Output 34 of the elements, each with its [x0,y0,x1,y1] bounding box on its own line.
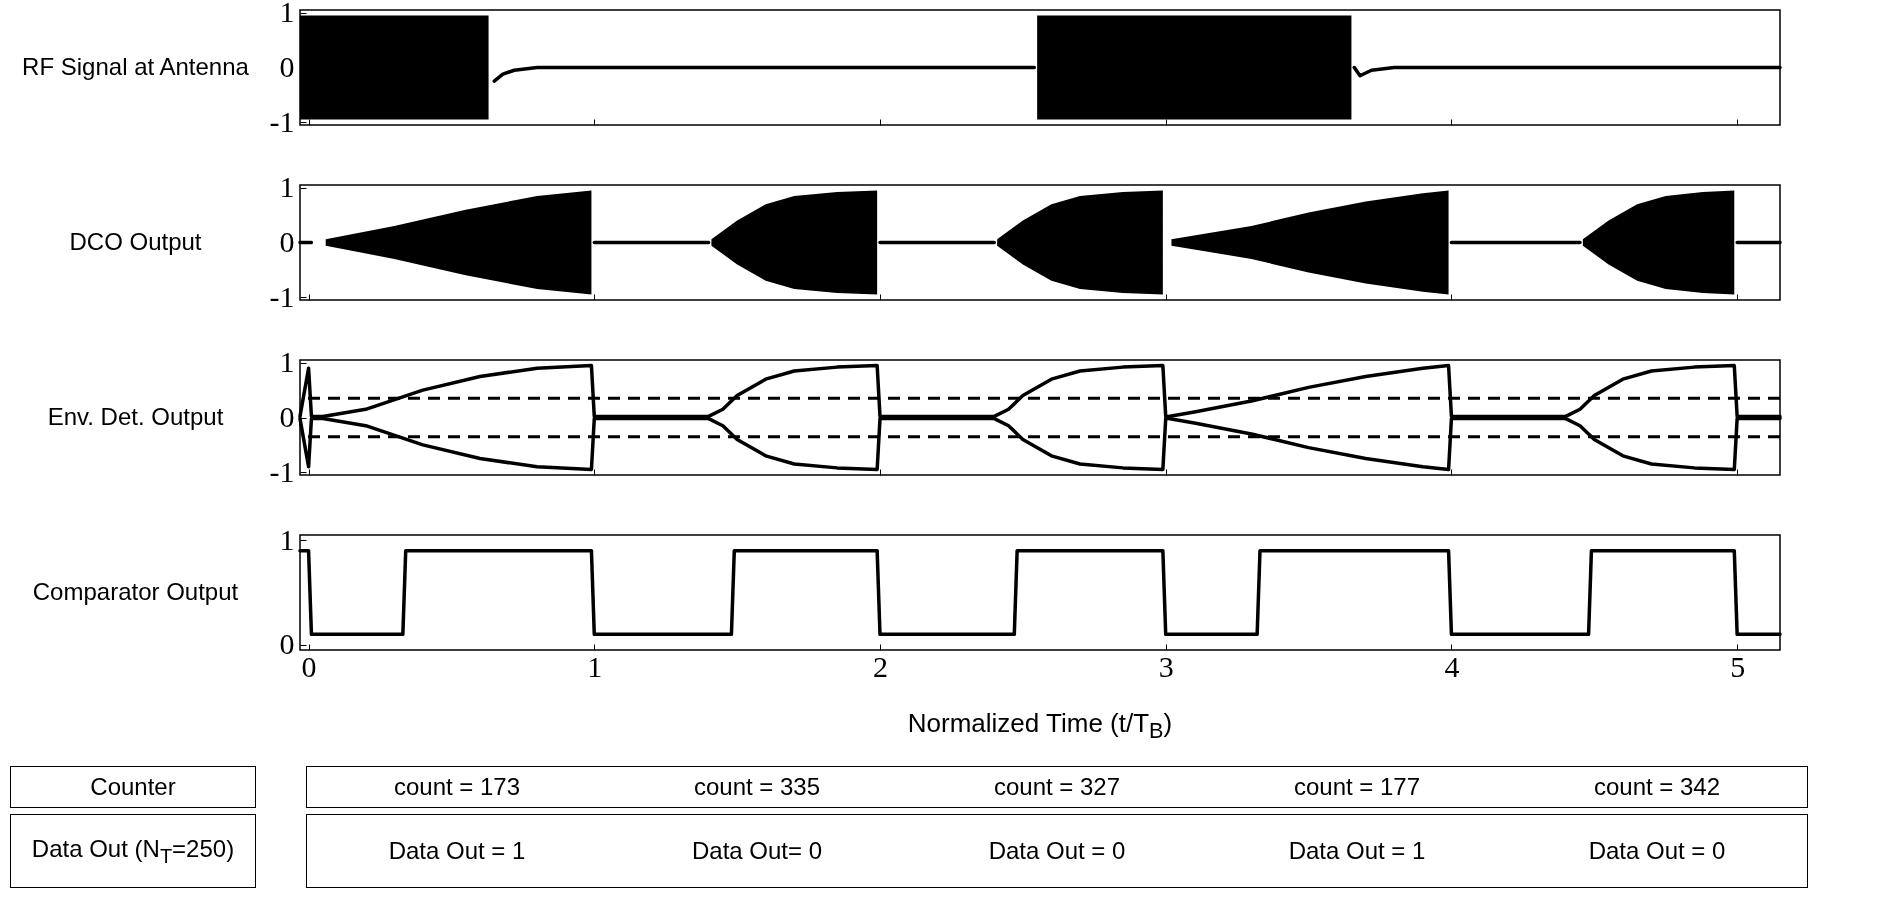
text: count = 173 [306,766,607,808]
y-tick-label: 1 [279,522,295,556]
x-axis-title: Normalized Time (t/T$_{B}$) [906,708,1174,746]
x-tick-label: 1 [587,649,603,683]
y-tick-label: -1 [269,454,295,488]
x-tick-label: 0 [301,649,317,683]
y-axis-title: Comparator Output [32,577,239,605]
y-tick-label: 0 [279,225,295,258]
text: count = 177 [1207,766,1507,808]
x-tick-label: 5 [1730,649,1746,683]
y-tick-label: -1 [269,104,295,138]
y-axis-title: DCO Output [69,227,202,255]
text: Data Out = 1 [306,814,607,888]
y-tick-label: 0 [279,627,295,661]
y-tick-label: 0 [279,50,295,83]
y-tick-label: 1 [279,0,295,29]
y-tick-label: 0 [279,400,295,433]
x-tick-label: 3 [1158,649,1174,683]
y-axis-title: Env. Det. Output [47,402,224,430]
y-tick-label: 1 [279,170,295,204]
text: Data Out= 0 [607,814,907,888]
text: Data Out = 0 [1507,814,1808,888]
x-tick-label: 2 [873,649,888,683]
text: Counter [10,766,256,808]
text: Data Out = 0 [907,814,1207,888]
text: count = 335 [607,766,907,808]
text: Data Out (N$_{T}$=250) [10,814,256,888]
text: count = 342 [1507,766,1808,808]
y-axis-title: RF Signal at Antenna [22,52,250,80]
text: Data Out = 1 [1207,814,1507,888]
x-tick-label: 4 [1444,649,1460,683]
y-tick-label: 1 [279,345,295,379]
y-tick-label: -1 [269,279,295,313]
text: count = 327 [907,766,1207,808]
